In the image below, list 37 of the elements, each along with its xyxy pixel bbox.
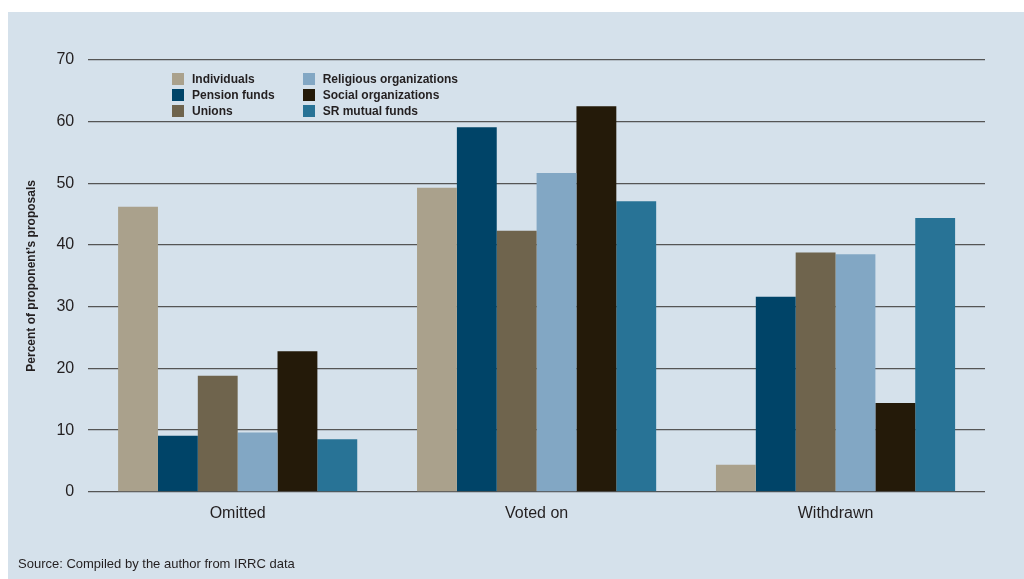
y-tick-label: 40 [56, 235, 75, 253]
bar [576, 106, 617, 492]
y-tick-label: 50 [56, 173, 75, 191]
bar [715, 464, 756, 492]
bar [795, 252, 836, 492]
bar [277, 351, 318, 492]
bar [118, 206, 158, 492]
x-tick-label: Voted on [505, 503, 569, 521]
legend-label: Social organizations [322, 88, 440, 102]
bar [157, 435, 198, 492]
y-tick-label: 30 [56, 297, 75, 315]
y-tick-label: 60 [56, 112, 75, 130]
bar [456, 127, 497, 492]
x-tick-label: Omitted [209, 503, 266, 521]
bar [317, 439, 358, 492]
x-tick-label: Withdrawn [797, 503, 874, 521]
bar [755, 296, 796, 492]
bar [417, 187, 457, 492]
legend-label: Unions [192, 104, 233, 118]
bar [237, 432, 278, 492]
bar [197, 375, 238, 492]
y-axis-title: Percent of proponent’s proposals [23, 179, 38, 372]
y-tick-label: 70 [56, 50, 75, 68]
legend-label: Pension funds [192, 88, 275, 102]
y-tick-label: 20 [56, 358, 75, 376]
y-tick-label: 10 [56, 420, 75, 438]
bar [616, 201, 657, 492]
legend-label: Religious organizations [322, 72, 459, 86]
legend-label: SR mutual funds [322, 104, 419, 118]
legend-label: Individuals [192, 72, 255, 86]
bar [835, 254, 876, 492]
bar [536, 172, 577, 492]
bar [915, 217, 956, 492]
bar [875, 402, 916, 492]
source-note: Source: Compiled by the author from IRRC data [18, 556, 295, 571]
y-tick-label: 0 [65, 482, 75, 500]
bar [496, 230, 537, 492]
